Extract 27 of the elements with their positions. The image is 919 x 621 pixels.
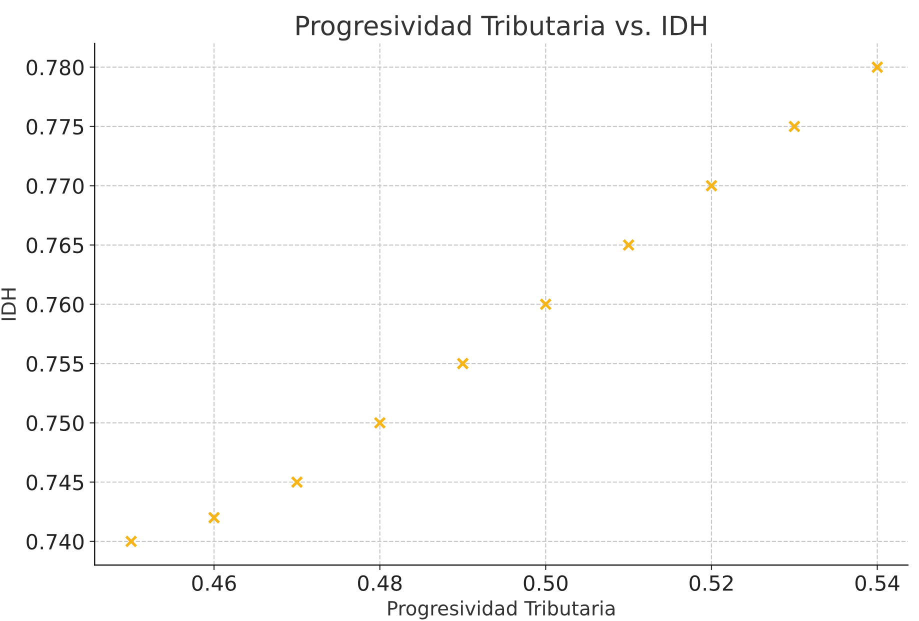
point (290, 476, 304, 488)
chart-title: Progresividad Tributaria vs. IDH (296, 15, 706, 41)
y-tick-label: 0.775 (26, 118, 84, 135)
y-tick-label: 0.760 (26, 296, 84, 312)
y-tick-label: 0.745 (26, 474, 84, 490)
y-tick-label: 0.765 (26, 237, 84, 254)
y-tick-label: 0.750 (26, 415, 84, 432)
point (456, 357, 470, 370)
x-tick-label: 0.54 (855, 575, 900, 591)
y-tick-label: 0.740 (26, 534, 84, 550)
point (705, 179, 718, 192)
y-tick-label: 0.770 (26, 178, 84, 194)
x-axis-title: Progresividad Tributaria (388, 600, 614, 620)
x-tick-label: 0.46 (192, 575, 236, 591)
point (374, 416, 386, 430)
point (539, 298, 552, 311)
point (788, 120, 801, 133)
x-tick-label: 0.52 (690, 575, 733, 591)
y-tick-label: 0.780 (26, 60, 84, 76)
y-tick-label: 0.755 (26, 356, 84, 372)
x-tick-label: 0.50 (524, 575, 568, 591)
point (124, 535, 138, 548)
y-axis-title: IDH (2, 288, 16, 320)
x-tick-label: 0.48 (358, 575, 402, 591)
point (208, 511, 220, 524)
point (622, 238, 635, 252)
point (870, 60, 884, 74)
